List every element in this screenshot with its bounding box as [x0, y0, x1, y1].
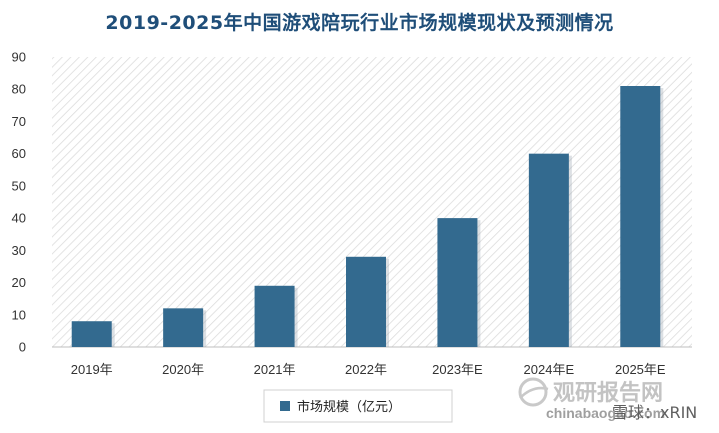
bars-group [71, 86, 664, 347]
watermark-swoosh-icon [519, 386, 549, 399]
y-axis-ticks: 0 10 20 30 40 50 60 70 80 90 [12, 50, 26, 355]
y-tick-label: 60 [12, 146, 26, 161]
x-tick-label: 2024年E [524, 362, 575, 377]
legend-swatch [280, 401, 290, 411]
watermark-overlay: 雪球：xRIN [612, 403, 697, 422]
bar [528, 153, 569, 347]
bar [346, 256, 386, 347]
y-tick-label: 90 [12, 50, 26, 65]
watermark-chinese: 观研报告网 [553, 381, 663, 406]
chart-title: 2019-2025年中国游戏陪玩行业市场规模现状及预测情况 [105, 12, 614, 34]
legend-label: 市场规模（亿元） [297, 399, 401, 415]
legend-box [263, 389, 453, 423]
y-tick-label: 10 [12, 307, 26, 322]
watermark-english: chinabaogao.com [546, 405, 665, 421]
x-tick-label: 2019年 [71, 362, 113, 377]
y-tick-label: 0 [19, 340, 26, 355]
y-tick-label: 40 [12, 211, 26, 226]
y-tick-label: 80 [12, 82, 26, 97]
x-tick-label: 2020年 [162, 362, 204, 377]
bar [163, 308, 204, 347]
watermark-logo-icon [518, 377, 548, 407]
y-tick-label: 20 [12, 275, 26, 290]
watermark: 观研报告网 chinabaogao.com 雪球：xRIN [518, 377, 697, 422]
y-tick-label: 30 [12, 243, 26, 258]
bar [254, 285, 295, 347]
x-axis-ticks: 2019年 2020年 2021年 2022年 2023年E 2024年E 2025年E [71, 362, 666, 377]
bar [437, 218, 478, 347]
x-tick-label: 2021年 [254, 362, 296, 377]
x-tick-label: 2022年 [345, 362, 387, 377]
bar [71, 321, 112, 347]
y-tick-label: 70 [12, 114, 26, 129]
x-tick-label: 2023年E [432, 362, 483, 377]
x-tick-label: 2025年E [615, 362, 666, 377]
legend: 市场规模（亿元） [263, 389, 453, 423]
bar [620, 86, 661, 347]
y-tick-label: 50 [12, 178, 26, 193]
